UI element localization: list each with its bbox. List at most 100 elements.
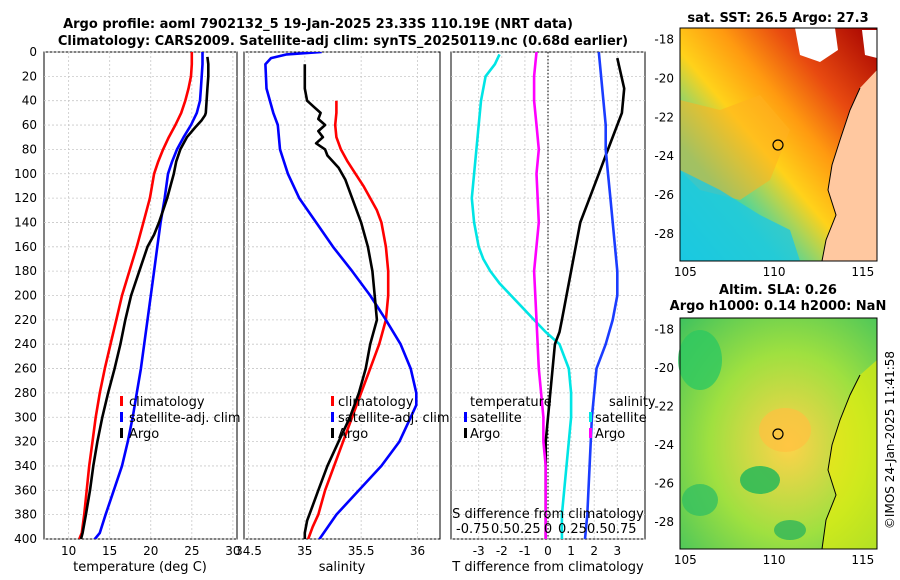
legend-swatch-s-satellite: [589, 412, 592, 422]
temperature-legend: climatology satellite-adj. clim Argo: [120, 395, 241, 442]
sla-low-blob: [774, 520, 806, 540]
sst-cloud-patch: [862, 30, 877, 58]
sla-low-blob: [740, 466, 780, 494]
salinity-xlabel: salinity: [319, 560, 366, 575]
depth-tick: 320: [14, 435, 37, 449]
timestamp: ©IMOS 24-Jan-2025 11:41:58: [883, 351, 897, 529]
depth-tick: 80: [22, 142, 37, 156]
sla-map-title-line2: Argo h1000: 0.14 h2000: NaN: [670, 299, 887, 314]
depth-tick: 140: [14, 215, 37, 229]
x-tick: 10: [61, 544, 76, 558]
legend-label-satellite: satellite-adj. clim: [129, 411, 241, 426]
depth-tick: 220: [14, 313, 37, 327]
salinity-tick-labels: 34.5 35 35.5 36: [235, 544, 425, 558]
map-lat-tick: -28: [654, 227, 674, 241]
map-lat-tick: -26: [654, 188, 674, 202]
legend-label-argo: Argo: [338, 427, 368, 442]
map-lat-tick: -22: [654, 110, 674, 124]
legend-label-s-satellite: satellite: [595, 411, 647, 426]
sla-high-blob: [759, 408, 811, 452]
sst-coastline: [821, 87, 861, 262]
legend-swatch-t-satellite: [464, 412, 467, 422]
legend-swatch-satellite: [331, 412, 334, 422]
legend-label-satellite: satellite-adj. clim: [338, 411, 450, 426]
legend-swatch-argo: [120, 428, 123, 438]
x-tick: 35: [297, 544, 312, 558]
legend-title-salinity: salinity: [609, 395, 656, 410]
depth-tick: 0: [29, 45, 37, 59]
legend-swatch-climatology: [331, 396, 334, 406]
sla-coastline: [821, 374, 861, 550]
depth-tick: 260: [14, 362, 37, 376]
map-lat-tick: -24: [654, 149, 674, 163]
depth-tick: 300: [14, 410, 37, 424]
depth-tick: 400: [14, 532, 37, 546]
legend-title-temperature: temperature: [470, 395, 552, 410]
series-line-climatology: [78, 52, 194, 539]
depth-tick: 160: [14, 240, 37, 254]
legend-label-climatology: climatology: [129, 395, 205, 410]
series-line-satellite-adj-clim: [264, 52, 418, 539]
map-lon-tick: 105: [674, 553, 697, 567]
sst-cool-patch: [680, 170, 800, 261]
x-tick: 30: [225, 544, 240, 558]
s-diff-tick-labels: -0.75 0.50.25 0 0.250.50.75: [456, 522, 637, 537]
map-lat-tick: -28: [654, 515, 674, 529]
depth-tick: 200: [14, 289, 37, 303]
temperature-series: [78, 52, 210, 539]
legend-label-s-argo: Argo: [595, 427, 625, 442]
x-tick: 25: [184, 544, 199, 558]
s-diff-tick: 0: [544, 522, 552, 537]
sst-warm-patch: [680, 95, 790, 200]
x-tick: -2: [496, 544, 508, 558]
map-lat-tick: -20: [654, 361, 674, 375]
temperature-tick-labels: 10 15 20 25 30: [61, 544, 241, 558]
sla-map-title-line1: Altim. SLA: 0.26: [719, 283, 837, 298]
series-line-climatology: [306, 100, 390, 539]
series-line-s-satellite: [583, 52, 619, 539]
t-diff-tick-labels: -3 -2 -1 0 1 2 3: [473, 544, 621, 558]
legend-label-t-argo: Argo: [470, 427, 500, 442]
map-lon-tick: 115: [851, 265, 874, 279]
salinity-series: [264, 52, 418, 539]
map-lon-tick: 110: [763, 553, 786, 567]
sst-map-title: sat. SST: 26.5 Argo: 27.3: [687, 11, 868, 26]
x-tick: 1: [567, 544, 575, 558]
x-tick: 2: [590, 544, 598, 558]
map-lon-tick: 105: [674, 265, 697, 279]
depth-tick: 360: [14, 483, 37, 497]
x-tick: 0: [544, 544, 552, 558]
map-lat-tick: -22: [654, 400, 674, 414]
depth-tick: 280: [14, 386, 37, 400]
sla-map-frame: [679, 317, 878, 550]
map-lat-tick: -18: [654, 323, 674, 337]
legend-swatch-argo: [331, 428, 334, 438]
map-lon-tick: 110: [763, 265, 786, 279]
map-lat-tick: -20: [654, 71, 674, 85]
series-line-s-argo: [532, 52, 548, 539]
x-tick: 35.5: [348, 544, 375, 558]
depth-tick: 100: [14, 167, 37, 181]
depth-tick: 240: [14, 337, 37, 351]
legend-label-argo: Argo: [129, 427, 159, 442]
legend-swatch-t-argo: [464, 428, 467, 438]
series-line-t-argo: [544, 57, 626, 539]
series-line-argo: [303, 64, 379, 539]
sst-map-frame: [679, 27, 878, 262]
map-lon-tick: 115: [851, 553, 874, 567]
sla-map-ticks: 105 110 115 -18 -20 -22 -24 -26 -28: [654, 323, 874, 567]
depth-tick: 60: [22, 118, 37, 132]
sla-low-blob: [678, 330, 722, 390]
map-lat-tick: -26: [654, 477, 674, 491]
temperature-xlabel: temperature (deg C): [73, 560, 207, 575]
series-line-argo: [79, 56, 210, 539]
t-diff-xlabel: T difference from climatology: [451, 560, 644, 575]
map-lat-tick: -18: [654, 33, 674, 47]
x-tick: 20: [143, 544, 158, 558]
title-line2: Climatology: CARS2009. Satellite-adj cli…: [58, 34, 628, 49]
s-diff-tick: 0.250.50.75: [558, 522, 637, 537]
s-diff-tick: -0.75: [456, 522, 490, 537]
x-tick: 34.5: [235, 544, 262, 558]
legend-label-t-satellite: satellite: [470, 411, 522, 426]
